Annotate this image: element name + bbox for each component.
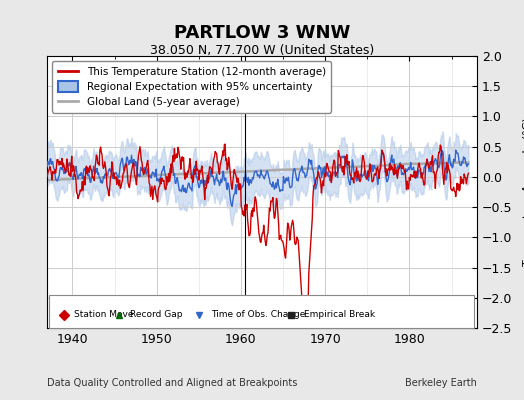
Text: Data Quality Controlled and Aligned at Breakpoints: Data Quality Controlled and Aligned at B… [47,378,298,388]
Text: Record Gap: Record Gap [130,310,182,319]
Text: Time of Obs. Change: Time of Obs. Change [212,310,306,319]
Text: Berkeley Earth: Berkeley Earth [405,378,477,388]
FancyBboxPatch shape [49,295,474,328]
Text: Station Move: Station Move [74,310,134,319]
Text: Empirical Break: Empirical Break [304,310,375,319]
Y-axis label: Temperature Anomaly (°C): Temperature Anomaly (°C) [523,118,524,266]
Legend: This Temperature Station (12-month average), Regional Expectation with 95% uncer: This Temperature Station (12-month avera… [52,61,331,112]
Text: 38.050 N, 77.700 W (United States): 38.050 N, 77.700 W (United States) [150,44,374,57]
Text: PARTLOW 3 WNW: PARTLOW 3 WNW [174,24,350,42]
